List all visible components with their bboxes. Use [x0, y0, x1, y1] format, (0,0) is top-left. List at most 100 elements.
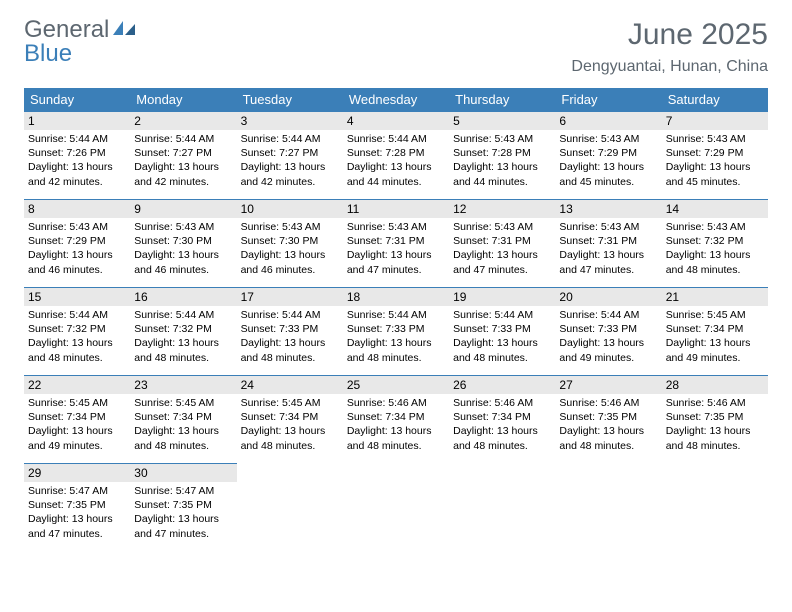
calendar-cell: 18Sunrise: 5:44 AMSunset: 7:33 PMDayligh…	[343, 287, 449, 375]
day-number: 16	[130, 287, 236, 306]
day-header-row: SundayMondayTuesdayWednesdayThursdayFrid…	[24, 88, 768, 111]
day-number: 26	[449, 375, 555, 394]
day-number: 14	[662, 199, 768, 218]
calendar-cell: 23Sunrise: 5:45 AMSunset: 7:34 PMDayligh…	[130, 375, 236, 463]
day-details: Sunrise: 5:43 AMSunset: 7:30 PMDaylight:…	[237, 218, 343, 281]
calendar-cell: 19Sunrise: 5:44 AMSunset: 7:33 PMDayligh…	[449, 287, 555, 375]
calendar-cell: 12Sunrise: 5:43 AMSunset: 7:31 PMDayligh…	[449, 199, 555, 287]
calendar-cell: 14Sunrise: 5:43 AMSunset: 7:32 PMDayligh…	[662, 199, 768, 287]
calendar-cell: 8Sunrise: 5:43 AMSunset: 7:29 PMDaylight…	[24, 199, 130, 287]
day-number: 1	[24, 111, 130, 130]
day-header: Wednesday	[343, 88, 449, 111]
calendar-cell: 13Sunrise: 5:43 AMSunset: 7:31 PMDayligh…	[555, 199, 661, 287]
day-number: 24	[237, 375, 343, 394]
day-number: 7	[662, 111, 768, 130]
day-details: Sunrise: 5:43 AMSunset: 7:31 PMDaylight:…	[449, 218, 555, 281]
calendar-cell: 6Sunrise: 5:43 AMSunset: 7:29 PMDaylight…	[555, 111, 661, 199]
day-details: Sunrise: 5:44 AMSunset: 7:32 PMDaylight:…	[130, 306, 236, 369]
day-number: 12	[449, 199, 555, 218]
day-details: Sunrise: 5:46 AMSunset: 7:34 PMDaylight:…	[449, 394, 555, 457]
day-details: Sunrise: 5:45 AMSunset: 7:34 PMDaylight:…	[237, 394, 343, 457]
calendar-body: 1Sunrise: 5:44 AMSunset: 7:26 PMDaylight…	[24, 111, 768, 551]
day-number: 22	[24, 375, 130, 394]
calendar-head: SundayMondayTuesdayWednesdayThursdayFrid…	[24, 88, 768, 111]
day-details: Sunrise: 5:44 AMSunset: 7:28 PMDaylight:…	[343, 130, 449, 193]
day-number: 9	[130, 199, 236, 218]
day-header: Tuesday	[237, 88, 343, 111]
day-details: Sunrise: 5:45 AMSunset: 7:34 PMDaylight:…	[24, 394, 130, 457]
day-number: 21	[662, 287, 768, 306]
day-details: Sunrise: 5:43 AMSunset: 7:32 PMDaylight:…	[662, 218, 768, 281]
brand-logo: GeneralBlue	[24, 18, 139, 66]
location-text: Dengyuantai, Hunan, China	[571, 58, 768, 76]
day-details: Sunrise: 5:46 AMSunset: 7:35 PMDaylight:…	[555, 394, 661, 457]
calendar-cell: 15Sunrise: 5:44 AMSunset: 7:32 PMDayligh…	[24, 287, 130, 375]
day-details: Sunrise: 5:43 AMSunset: 7:29 PMDaylight:…	[555, 130, 661, 193]
day-details: Sunrise: 5:44 AMSunset: 7:33 PMDaylight:…	[449, 306, 555, 369]
calendar-cell: 30Sunrise: 5:47 AMSunset: 7:35 PMDayligh…	[130, 463, 236, 551]
day-details: Sunrise: 5:43 AMSunset: 7:29 PMDaylight:…	[662, 130, 768, 193]
calendar-cell: 24Sunrise: 5:45 AMSunset: 7:34 PMDayligh…	[237, 375, 343, 463]
title-block: June 2025 Dengyuantai, Hunan, China	[571, 18, 768, 76]
day-header: Thursday	[449, 88, 555, 111]
calendar-cell	[343, 463, 449, 551]
day-number: 8	[24, 199, 130, 218]
day-number: 6	[555, 111, 661, 130]
day-details: Sunrise: 5:43 AMSunset: 7:28 PMDaylight:…	[449, 130, 555, 193]
day-details: Sunrise: 5:46 AMSunset: 7:34 PMDaylight:…	[343, 394, 449, 457]
calendar-cell: 4Sunrise: 5:44 AMSunset: 7:28 PMDaylight…	[343, 111, 449, 199]
day-details: Sunrise: 5:43 AMSunset: 7:31 PMDaylight:…	[343, 218, 449, 281]
calendar-cell: 16Sunrise: 5:44 AMSunset: 7:32 PMDayligh…	[130, 287, 236, 375]
calendar-cell	[662, 463, 768, 551]
calendar-cell: 3Sunrise: 5:44 AMSunset: 7:27 PMDaylight…	[237, 111, 343, 199]
day-details: Sunrise: 5:44 AMSunset: 7:33 PMDaylight:…	[555, 306, 661, 369]
day-number: 13	[555, 199, 661, 218]
day-number: 4	[343, 111, 449, 130]
calendar-row: 15Sunrise: 5:44 AMSunset: 7:32 PMDayligh…	[24, 287, 768, 375]
calendar-cell: 22Sunrise: 5:45 AMSunset: 7:34 PMDayligh…	[24, 375, 130, 463]
calendar-cell: 2Sunrise: 5:44 AMSunset: 7:27 PMDaylight…	[130, 111, 236, 199]
calendar-cell: 29Sunrise: 5:47 AMSunset: 7:35 PMDayligh…	[24, 463, 130, 551]
calendar-cell: 17Sunrise: 5:44 AMSunset: 7:33 PMDayligh…	[237, 287, 343, 375]
calendar-cell: 25Sunrise: 5:46 AMSunset: 7:34 PMDayligh…	[343, 375, 449, 463]
day-number: 15	[24, 287, 130, 306]
calendar-cell: 20Sunrise: 5:44 AMSunset: 7:33 PMDayligh…	[555, 287, 661, 375]
day-number: 29	[24, 463, 130, 482]
day-details: Sunrise: 5:44 AMSunset: 7:27 PMDaylight:…	[130, 130, 236, 193]
day-header: Friday	[555, 88, 661, 111]
calendar-row: 1Sunrise: 5:44 AMSunset: 7:26 PMDaylight…	[24, 111, 768, 199]
calendar-cell: 9Sunrise: 5:43 AMSunset: 7:30 PMDaylight…	[130, 199, 236, 287]
day-number: 10	[237, 199, 343, 218]
day-number: 3	[237, 111, 343, 130]
day-details: Sunrise: 5:47 AMSunset: 7:35 PMDaylight:…	[24, 482, 130, 545]
calendar-cell: 5Sunrise: 5:43 AMSunset: 7:28 PMDaylight…	[449, 111, 555, 199]
day-details: Sunrise: 5:43 AMSunset: 7:29 PMDaylight:…	[24, 218, 130, 281]
day-details: Sunrise: 5:45 AMSunset: 7:34 PMDaylight:…	[130, 394, 236, 457]
day-number: 19	[449, 287, 555, 306]
day-details: Sunrise: 5:44 AMSunset: 7:27 PMDaylight:…	[237, 130, 343, 193]
month-title: June 2025	[571, 18, 768, 52]
calendar-cell: 27Sunrise: 5:46 AMSunset: 7:35 PMDayligh…	[555, 375, 661, 463]
calendar-cell: 10Sunrise: 5:43 AMSunset: 7:30 PMDayligh…	[237, 199, 343, 287]
calendar-cell: 26Sunrise: 5:46 AMSunset: 7:34 PMDayligh…	[449, 375, 555, 463]
day-number: 18	[343, 287, 449, 306]
calendar-cell: 7Sunrise: 5:43 AMSunset: 7:29 PMDaylight…	[662, 111, 768, 199]
day-header: Saturday	[662, 88, 768, 111]
day-number: 5	[449, 111, 555, 130]
day-details: Sunrise: 5:43 AMSunset: 7:31 PMDaylight:…	[555, 218, 661, 281]
day-details: Sunrise: 5:46 AMSunset: 7:35 PMDaylight:…	[662, 394, 768, 457]
calendar-cell: 21Sunrise: 5:45 AMSunset: 7:34 PMDayligh…	[662, 287, 768, 375]
day-details: Sunrise: 5:43 AMSunset: 7:30 PMDaylight:…	[130, 218, 236, 281]
calendar-row: 29Sunrise: 5:47 AMSunset: 7:35 PMDayligh…	[24, 463, 768, 551]
day-details: Sunrise: 5:44 AMSunset: 7:32 PMDaylight:…	[24, 306, 130, 369]
calendar-table: SundayMondayTuesdayWednesdayThursdayFrid…	[24, 88, 768, 551]
day-details: Sunrise: 5:44 AMSunset: 7:33 PMDaylight:…	[237, 306, 343, 369]
calendar-cell: 11Sunrise: 5:43 AMSunset: 7:31 PMDayligh…	[343, 199, 449, 287]
day-number: 27	[555, 375, 661, 394]
day-number: 2	[130, 111, 236, 130]
day-details: Sunrise: 5:47 AMSunset: 7:35 PMDaylight:…	[130, 482, 236, 545]
day-details: Sunrise: 5:44 AMSunset: 7:33 PMDaylight:…	[343, 306, 449, 369]
calendar-cell	[237, 463, 343, 551]
calendar-cell: 1Sunrise: 5:44 AMSunset: 7:26 PMDaylight…	[24, 111, 130, 199]
header: GeneralBlue June 2025 Dengyuantai, Hunan…	[0, 0, 792, 84]
